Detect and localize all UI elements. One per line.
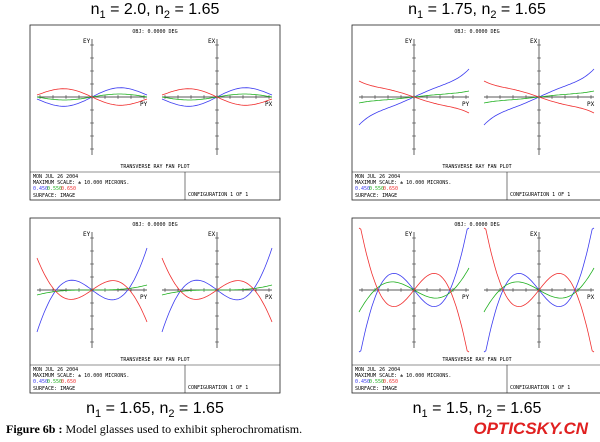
surface: SURFACE: IMAGE	[33, 386, 75, 392]
surface: SURFACE: IMAGE	[355, 386, 397, 392]
wavelength: 0.650	[383, 186, 398, 192]
axis-label: EY	[83, 231, 91, 238]
title-part: n	[86, 400, 95, 417]
panel-title: n1 = 1.75, n2 = 1.65	[408, 1, 546, 21]
axis-label: EX	[530, 231, 538, 238]
title-part: = 1.5, n	[428, 400, 486, 417]
wavelength: 0.550	[369, 379, 384, 385]
caption-text: Model glasses used to exhibit spherochro…	[62, 422, 302, 436]
title-part: n	[413, 400, 422, 417]
ray-fan-curve	[358, 227, 470, 353]
subscript: 1	[422, 408, 428, 420]
date: MON JUL 26 2004	[355, 174, 400, 180]
wavelength: 0.650	[61, 379, 76, 385]
configuration: CONFIGURATION 1 OF 1	[188, 192, 248, 198]
title-part: = 1.65	[170, 1, 219, 18]
title-part: n	[408, 1, 417, 18]
ray-fan-curve	[161, 257, 273, 323]
subscript: 1	[417, 9, 423, 21]
panel-title: n1 = 2.0, n2 = 1.65	[91, 1, 220, 21]
axis-label: PY	[462, 101, 470, 108]
wavelength: 0.550	[47, 186, 62, 192]
date: MON JUL 26 2004	[33, 174, 78, 180]
watermark: OPTICSKY.CN	[473, 419, 588, 438]
ray-fan-curve	[483, 227, 595, 353]
scale: MAXIMUM SCALE: ± 10.000 MICRONS.	[33, 373, 129, 379]
wavelength: 0.450	[355, 379, 370, 385]
surface: SURFACE: IMAGE	[355, 193, 397, 199]
title-part: = 2.0, n	[106, 1, 164, 18]
object-label: OBJ: 0.0000 DEG	[132, 29, 177, 35]
axis-label: EY	[405, 38, 413, 45]
title-part: n	[91, 1, 100, 18]
panel-title: n1 = 1.5, n2 = 1.65	[413, 400, 542, 420]
scale: MAXIMUM SCALE: ± 10.000 MICRONS.	[33, 180, 129, 186]
caption: Figure 6b : Model glasses used to exhibi…	[6, 422, 302, 436]
axis-label: PX	[587, 101, 595, 108]
plot-frame	[351, 24, 600, 201]
plot-title: TRANSVERSE RAY FAN PLOT	[442, 164, 511, 170]
subscript: 2	[486, 408, 492, 420]
axis-label: PY	[140, 101, 148, 108]
wavelength: 0.450	[355, 186, 370, 192]
wavelength: 0.450	[33, 186, 48, 192]
configuration: CONFIGURATION 1 OF 1	[510, 385, 570, 391]
title-part: = 1.65, n	[101, 400, 168, 417]
scale: MAXIMUM SCALE: ± 10.000 MICRONS.	[355, 373, 451, 379]
caption-label: Figure 6b :	[6, 422, 62, 436]
title-part: = 1.65	[492, 400, 541, 417]
object-label: OBJ: 0.0000 DEG	[132, 222, 177, 228]
axis-label: PY	[140, 294, 148, 301]
wavelength: 0.450	[33, 379, 48, 385]
subscript: 2	[490, 9, 496, 21]
plot-frame	[29, 24, 281, 201]
plot-title: TRANSVERSE RAY FAN PLOT	[120, 164, 189, 170]
object-label: OBJ: 0.0000 DEG	[454, 222, 499, 228]
subscript: 1	[100, 9, 106, 21]
title-part: = 1.65	[174, 400, 223, 417]
configuration: CONFIGURATION 1 OF 1	[188, 385, 248, 391]
wavelength: 0.550	[47, 379, 62, 385]
scale: MAXIMUM SCALE: ± 10.000 MICRONS.	[355, 180, 451, 186]
wavelength: 0.650	[383, 379, 398, 385]
ray-fan-curve	[36, 88, 148, 106]
axis-label: EY	[405, 231, 413, 238]
axis-label: PX	[265, 294, 273, 301]
plot-title: TRANSVERSE RAY FAN PLOT	[442, 357, 511, 363]
plot-frame	[29, 217, 281, 394]
plot-frame	[351, 217, 600, 394]
configuration: CONFIGURATION 1 OF 1	[510, 192, 570, 198]
title-part: = 1.65	[496, 1, 545, 18]
axis-label: EX	[208, 38, 216, 45]
surface: SURFACE: IMAGE	[33, 193, 75, 199]
axis-label: PX	[587, 294, 595, 301]
plot-title: TRANSVERSE RAY FAN PLOT	[120, 357, 189, 363]
axis-label: PX	[265, 101, 273, 108]
axis-label: EX	[208, 231, 216, 238]
date: MON JUL 26 2004	[33, 367, 78, 373]
ray-fan-curve	[483, 80, 595, 114]
subscript: 2	[168, 408, 174, 420]
date: MON JUL 26 2004	[355, 367, 400, 373]
object-label: OBJ: 0.0000 DEG	[454, 29, 499, 35]
axis-label: EY	[83, 38, 91, 45]
subscript: 1	[95, 408, 101, 420]
wavelength: 0.650	[61, 186, 76, 192]
axis-label: PY	[462, 294, 470, 301]
wavelength: 0.550	[369, 186, 384, 192]
ray-fan-curve	[36, 257, 148, 323]
ray-fan-curve	[161, 88, 273, 106]
axis-label: EX	[530, 38, 538, 45]
subscript: 2	[164, 9, 170, 21]
title-part: = 1.75, n	[423, 1, 490, 18]
panel-title: n1 = 1.65, n2 = 1.65	[86, 400, 224, 420]
ray-fan-curve	[358, 80, 470, 114]
